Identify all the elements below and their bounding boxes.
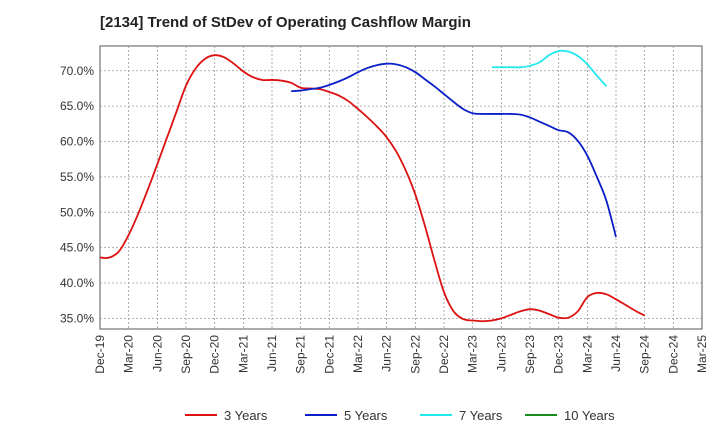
y-tick-label: 70.0% xyxy=(60,64,94,78)
y-tick-label: 40.0% xyxy=(60,276,94,290)
series-line-1 xyxy=(99,54,646,323)
x-tick-label: Sep-23 xyxy=(523,335,537,374)
series-lines xyxy=(99,49,646,323)
y-tick-label: 50.0% xyxy=(60,205,94,219)
legend: 3 Years 5 Years 7 Years 10 Years xyxy=(185,408,615,423)
series-line-2 xyxy=(291,62,617,238)
y-tick-label: 55.0% xyxy=(60,170,94,184)
y-tick-label: 65.0% xyxy=(60,99,94,113)
legend-label: 7 Years xyxy=(459,408,503,423)
legend-label: 10 Years xyxy=(564,408,615,423)
x-tick-label: Dec-22 xyxy=(437,335,451,374)
x-tick-label: Dec-19 xyxy=(93,335,107,374)
chart-title: [2134] Trend of StDev of Operating Cashf… xyxy=(100,14,471,31)
x-tick-label: Jun-21 xyxy=(265,335,279,372)
x-tick-label: Dec-21 xyxy=(322,335,336,374)
x-tick-label: Mar-20 xyxy=(122,335,136,373)
x-tick-label: Jun-22 xyxy=(380,335,394,372)
y-tick-label: 60.0% xyxy=(60,135,94,149)
x-tick-label: Sep-21 xyxy=(294,335,308,374)
x-tick-label: Mar-24 xyxy=(580,335,594,373)
x-tick-label: Dec-23 xyxy=(552,335,566,374)
x-tick-label: Dec-24 xyxy=(666,335,680,374)
x-tick-label: Mar-21 xyxy=(236,335,250,373)
x-tick-label: Mar-23 xyxy=(466,335,480,373)
x-tick-label: Jun-23 xyxy=(494,335,508,372)
x-tick-label: Mar-22 xyxy=(351,335,365,373)
y-tick-label: 35.0% xyxy=(60,311,94,325)
x-tick-label: Jun-20 xyxy=(150,335,164,372)
x-tick-label: Mar-25 xyxy=(695,335,709,373)
x-tick-label: Jun-24 xyxy=(609,335,623,372)
grid-lines xyxy=(100,46,702,329)
x-tick-label: Sep-20 xyxy=(179,335,193,374)
y-tick-label: 45.0% xyxy=(60,241,94,255)
series-line-3 xyxy=(491,49,608,87)
y-axis-ticks: 35.0% 40.0% 45.0% 50.0% 55.0% 60.0% 65.0% 70.0% xyxy=(60,64,94,326)
legend-label: 3 Years xyxy=(224,408,268,423)
x-tick-label: Dec-20 xyxy=(208,335,222,374)
x-axis-ticks: Dec-19 Mar-20 Jun-20 Sep-20 Dec-20 Mar-21 Jun-… xyxy=(93,335,709,374)
x-tick-label: Sep-22 xyxy=(408,335,422,374)
x-tick-label: Sep-24 xyxy=(638,335,652,374)
legend-label: 5 Years xyxy=(344,408,388,423)
plot-area-frame xyxy=(99,45,703,330)
